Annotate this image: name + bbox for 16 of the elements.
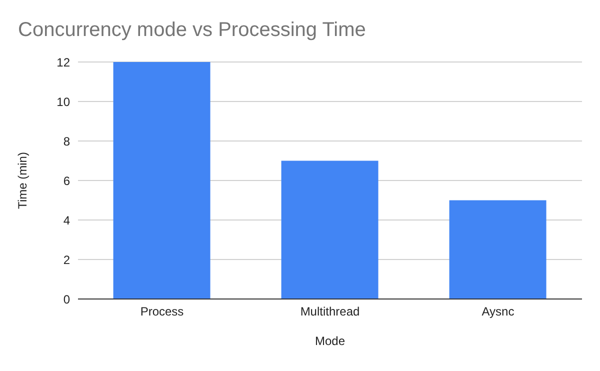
bar [113,62,210,299]
x-axis-title: Mode [314,334,346,348]
y-tick-label: 4 [63,213,70,228]
y-tick-label: 2 [63,252,70,267]
bar [449,200,546,299]
y-tick-label: 8 [63,134,70,148]
y-tick-label: 10 [56,94,70,109]
x-tick-label: Multithread [300,304,360,319]
y-tick-label: 12 [56,55,70,70]
chart-title: Concurrency mode vs Processing Time [18,19,366,42]
x-tick-label: Aysnc [482,304,514,319]
x-tick-label: Process [140,304,184,319]
y-tick-label: 6 [63,174,70,188]
y-axis-title: Time (min) [15,152,30,209]
bar [281,160,378,299]
y-tick-label: 0 [63,292,70,306]
